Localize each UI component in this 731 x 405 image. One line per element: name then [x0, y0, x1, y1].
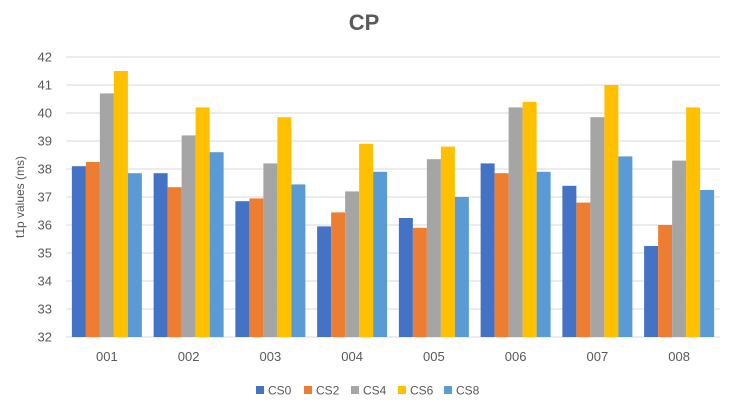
bar-cs0-008	[644, 246, 659, 337]
bars	[71, 71, 715, 338]
y-tick-label: 42	[38, 50, 52, 65]
bar-cs6-007	[604, 85, 619, 337]
bar-cs4-005	[426, 159, 441, 337]
y-tick-label: 34	[38, 274, 52, 289]
y-tick-label: 41	[38, 78, 52, 93]
legend-item-cs6: CS6	[398, 384, 434, 398]
legend-swatch	[256, 386, 264, 394]
x-tick-label: 006	[505, 349, 527, 364]
bar-cs8-003	[291, 184, 306, 337]
bar-cs4-004	[345, 191, 360, 337]
bar-cs8-005	[454, 197, 469, 337]
x-tick-label: 002	[178, 349, 200, 364]
bar-cs2-008	[658, 225, 673, 337]
y-tick-label: 37	[38, 190, 52, 205]
bar-cs4-008	[672, 160, 687, 337]
x-tick-label: 004	[341, 349, 363, 364]
bar-cs6-003	[277, 117, 292, 337]
x-tick-label: 001	[96, 349, 118, 364]
bar-cs6-002	[195, 107, 210, 338]
bar-cs4-001	[99, 93, 114, 338]
legend-swatch	[398, 386, 406, 394]
y-tick-label: 32	[38, 330, 52, 345]
bar-cs0-007	[562, 185, 577, 337]
bar-cs4-003	[263, 163, 278, 337]
bar-cs0-001	[71, 166, 86, 337]
bar-cs4-007	[590, 117, 605, 337]
y-tick-label: 38	[38, 162, 52, 177]
x-tick-label: 008	[668, 349, 690, 364]
legend-label: CS0	[268, 384, 292, 398]
chart-title: CP	[349, 10, 380, 35]
y-tick-label: 33	[38, 302, 52, 317]
y-axis-label: t1p values (ms)	[13, 156, 27, 238]
bar-cs6-004	[359, 143, 374, 337]
legend: CS0 CS2 CS4 CS6 CS8	[256, 384, 480, 398]
legend-label: CS4	[363, 384, 387, 398]
x-tick-label: 007	[587, 349, 609, 364]
bar-cs8-001	[127, 173, 142, 337]
bar-cs2-006	[494, 173, 509, 337]
bar-cs8-008	[700, 190, 715, 337]
x-tick-labels: 001 002 003 004 005 006 007 008	[96, 349, 690, 364]
bar-cs2-003	[249, 198, 264, 337]
y-tick-labels: 32 33 34 35 36 37 38 39 40 41 42	[38, 50, 52, 345]
legend-swatch	[351, 386, 359, 394]
bar-cs6-008	[686, 107, 701, 338]
legend-item-cs4: CS4	[351, 384, 387, 398]
bar-cs2-007	[576, 202, 591, 337]
y-tick-label: 35	[38, 246, 52, 261]
bar-cs8-007	[618, 156, 633, 337]
bar-cs0-003	[235, 201, 250, 337]
bar-cs0-006	[480, 163, 495, 337]
legend-swatch	[444, 386, 452, 394]
bar-cs4-006	[508, 107, 523, 338]
legend-swatch	[304, 386, 312, 394]
y-tick-label: 40	[38, 106, 52, 121]
x-tick-label: 003	[260, 349, 282, 364]
legend-item-cs0: CS0	[256, 384, 292, 398]
bar-cs2-001	[85, 162, 100, 337]
y-tick-label: 36	[38, 218, 52, 233]
bar-cs6-001	[113, 71, 128, 337]
bar-cs2-005	[412, 227, 427, 337]
legend-label: CS6	[410, 384, 434, 398]
bar-cs0-004	[317, 226, 332, 337]
bar-cs2-002	[167, 187, 182, 337]
bar-cs6-005	[440, 146, 455, 337]
bar-cs8-002	[209, 152, 224, 337]
bar-cs8-006	[536, 171, 551, 337]
legend-label: CS2	[316, 384, 340, 398]
legend-label: CS8	[456, 384, 480, 398]
bar-cs6-006	[522, 101, 537, 337]
bar-cs2-004	[331, 212, 346, 337]
legend-item-cs2: CS2	[304, 384, 340, 398]
bar-cs8-004	[373, 171, 388, 337]
x-tick-label: 005	[423, 349, 445, 364]
bar-cs4-002	[181, 135, 196, 337]
bar-cs0-002	[153, 173, 168, 337]
y-tick-label: 39	[38, 134, 52, 149]
legend-item-cs8: CS8	[444, 384, 480, 398]
bar-cs0-005	[398, 218, 413, 337]
